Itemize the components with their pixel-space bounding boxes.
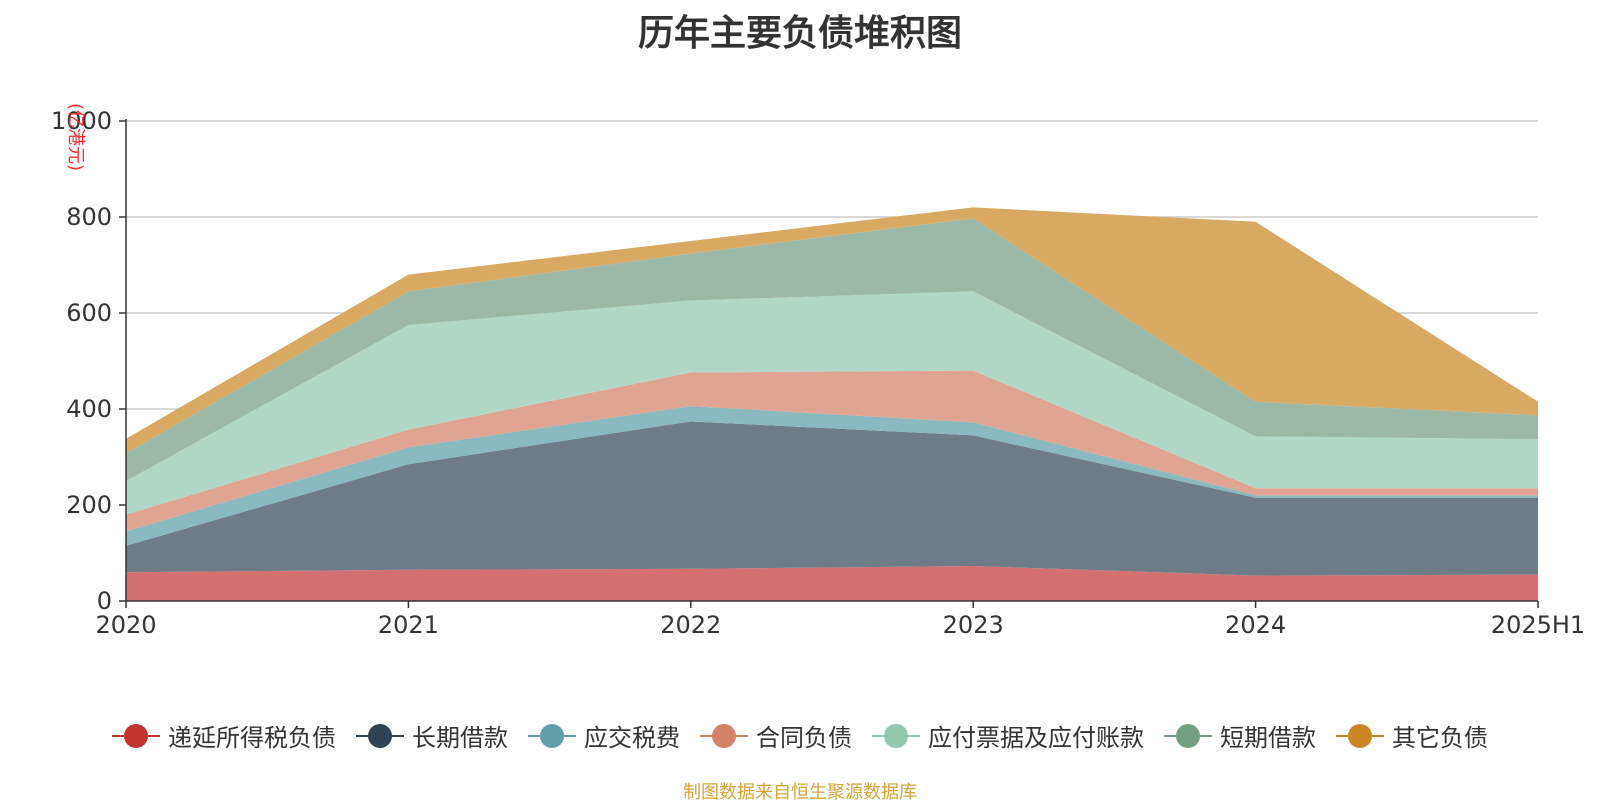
x-tick-label-5: 2025H1 bbox=[1491, 611, 1585, 639]
axes: 0 200 400 600 800 1000 2020 2021 2022 2023 2024 202… bbox=[51, 107, 1585, 639]
area-series-5[interactable] bbox=[126, 218, 1538, 481]
legend-marker-2 bbox=[528, 722, 576, 750]
legend-marker-0 bbox=[112, 722, 160, 750]
area-series-2[interactable] bbox=[126, 406, 1538, 546]
legend-label-5: 短期借款 bbox=[1220, 724, 1316, 752]
x-tick-label-4: 2024 bbox=[1225, 611, 1286, 639]
area-series-4[interactable] bbox=[126, 291, 1538, 515]
y-tick-label-5: 1000 bbox=[51, 107, 112, 135]
chart-title: 历年主要负债堆积图 bbox=[637, 13, 962, 54]
legend-item-3[interactable]: 合同负债 bbox=[700, 718, 852, 753]
x-tick-label-0: 2020 bbox=[95, 611, 156, 639]
y-axis-unit-label: (亿港元) bbox=[65, 103, 86, 171]
legend-item-5[interactable]: 短期借款 bbox=[1164, 718, 1316, 753]
legend-label-6: 其它负债 bbox=[1392, 724, 1488, 752]
legend-item-0[interactable]: 递延所得税负债 bbox=[112, 718, 336, 753]
legend-label-1: 长期借款 bbox=[412, 724, 508, 752]
legend-label-2: 应交税费 bbox=[584, 724, 680, 752]
legend-item-6[interactable]: 其它负债 bbox=[1336, 718, 1488, 753]
area-series-3[interactable] bbox=[126, 370, 1538, 532]
legend-item-1[interactable]: 长期借款 bbox=[356, 718, 508, 753]
area-series-6[interactable] bbox=[126, 207, 1538, 454]
x-tick-label-2: 2022 bbox=[660, 611, 721, 639]
source-note: 制图数据来自恒生聚源数据库 bbox=[683, 782, 917, 803]
y-tick-label-0: 0 bbox=[97, 587, 112, 615]
legend-label-0: 递延所得税负债 bbox=[168, 724, 336, 752]
stacked-areas bbox=[126, 207, 1538, 601]
legend-label-3: 合同负债 bbox=[756, 724, 852, 752]
x-tick-label-3: 2023 bbox=[943, 611, 1004, 639]
legend-item-2[interactable]: 应交税费 bbox=[528, 718, 680, 753]
area-series-1[interactable] bbox=[126, 421, 1538, 576]
legend-item-4[interactable]: 应付票据及应付账款 bbox=[872, 718, 1144, 753]
legend-marker-1 bbox=[356, 722, 404, 750]
y-tick-label-3: 600 bbox=[66, 299, 112, 327]
legend-marker-6 bbox=[1336, 722, 1384, 750]
legend-marker-5 bbox=[1164, 722, 1212, 750]
y-tick-label-1: 200 bbox=[66, 491, 112, 519]
area-series-0[interactable] bbox=[126, 566, 1538, 601]
legend-label-4: 应付票据及应付账款 bbox=[928, 724, 1144, 752]
y-tick-label-2: 400 bbox=[66, 395, 112, 423]
legend-marker-3 bbox=[700, 722, 748, 750]
legend: 递延所得税负债 长期借款 应交税费 合同负债 应付票据及应付账款 短期借款 其它负债 bbox=[0, 718, 1600, 753]
legend-marker-4 bbox=[872, 722, 920, 750]
y-tick-label-4: 800 bbox=[66, 203, 112, 231]
x-tick-label-1: 2021 bbox=[378, 611, 439, 639]
